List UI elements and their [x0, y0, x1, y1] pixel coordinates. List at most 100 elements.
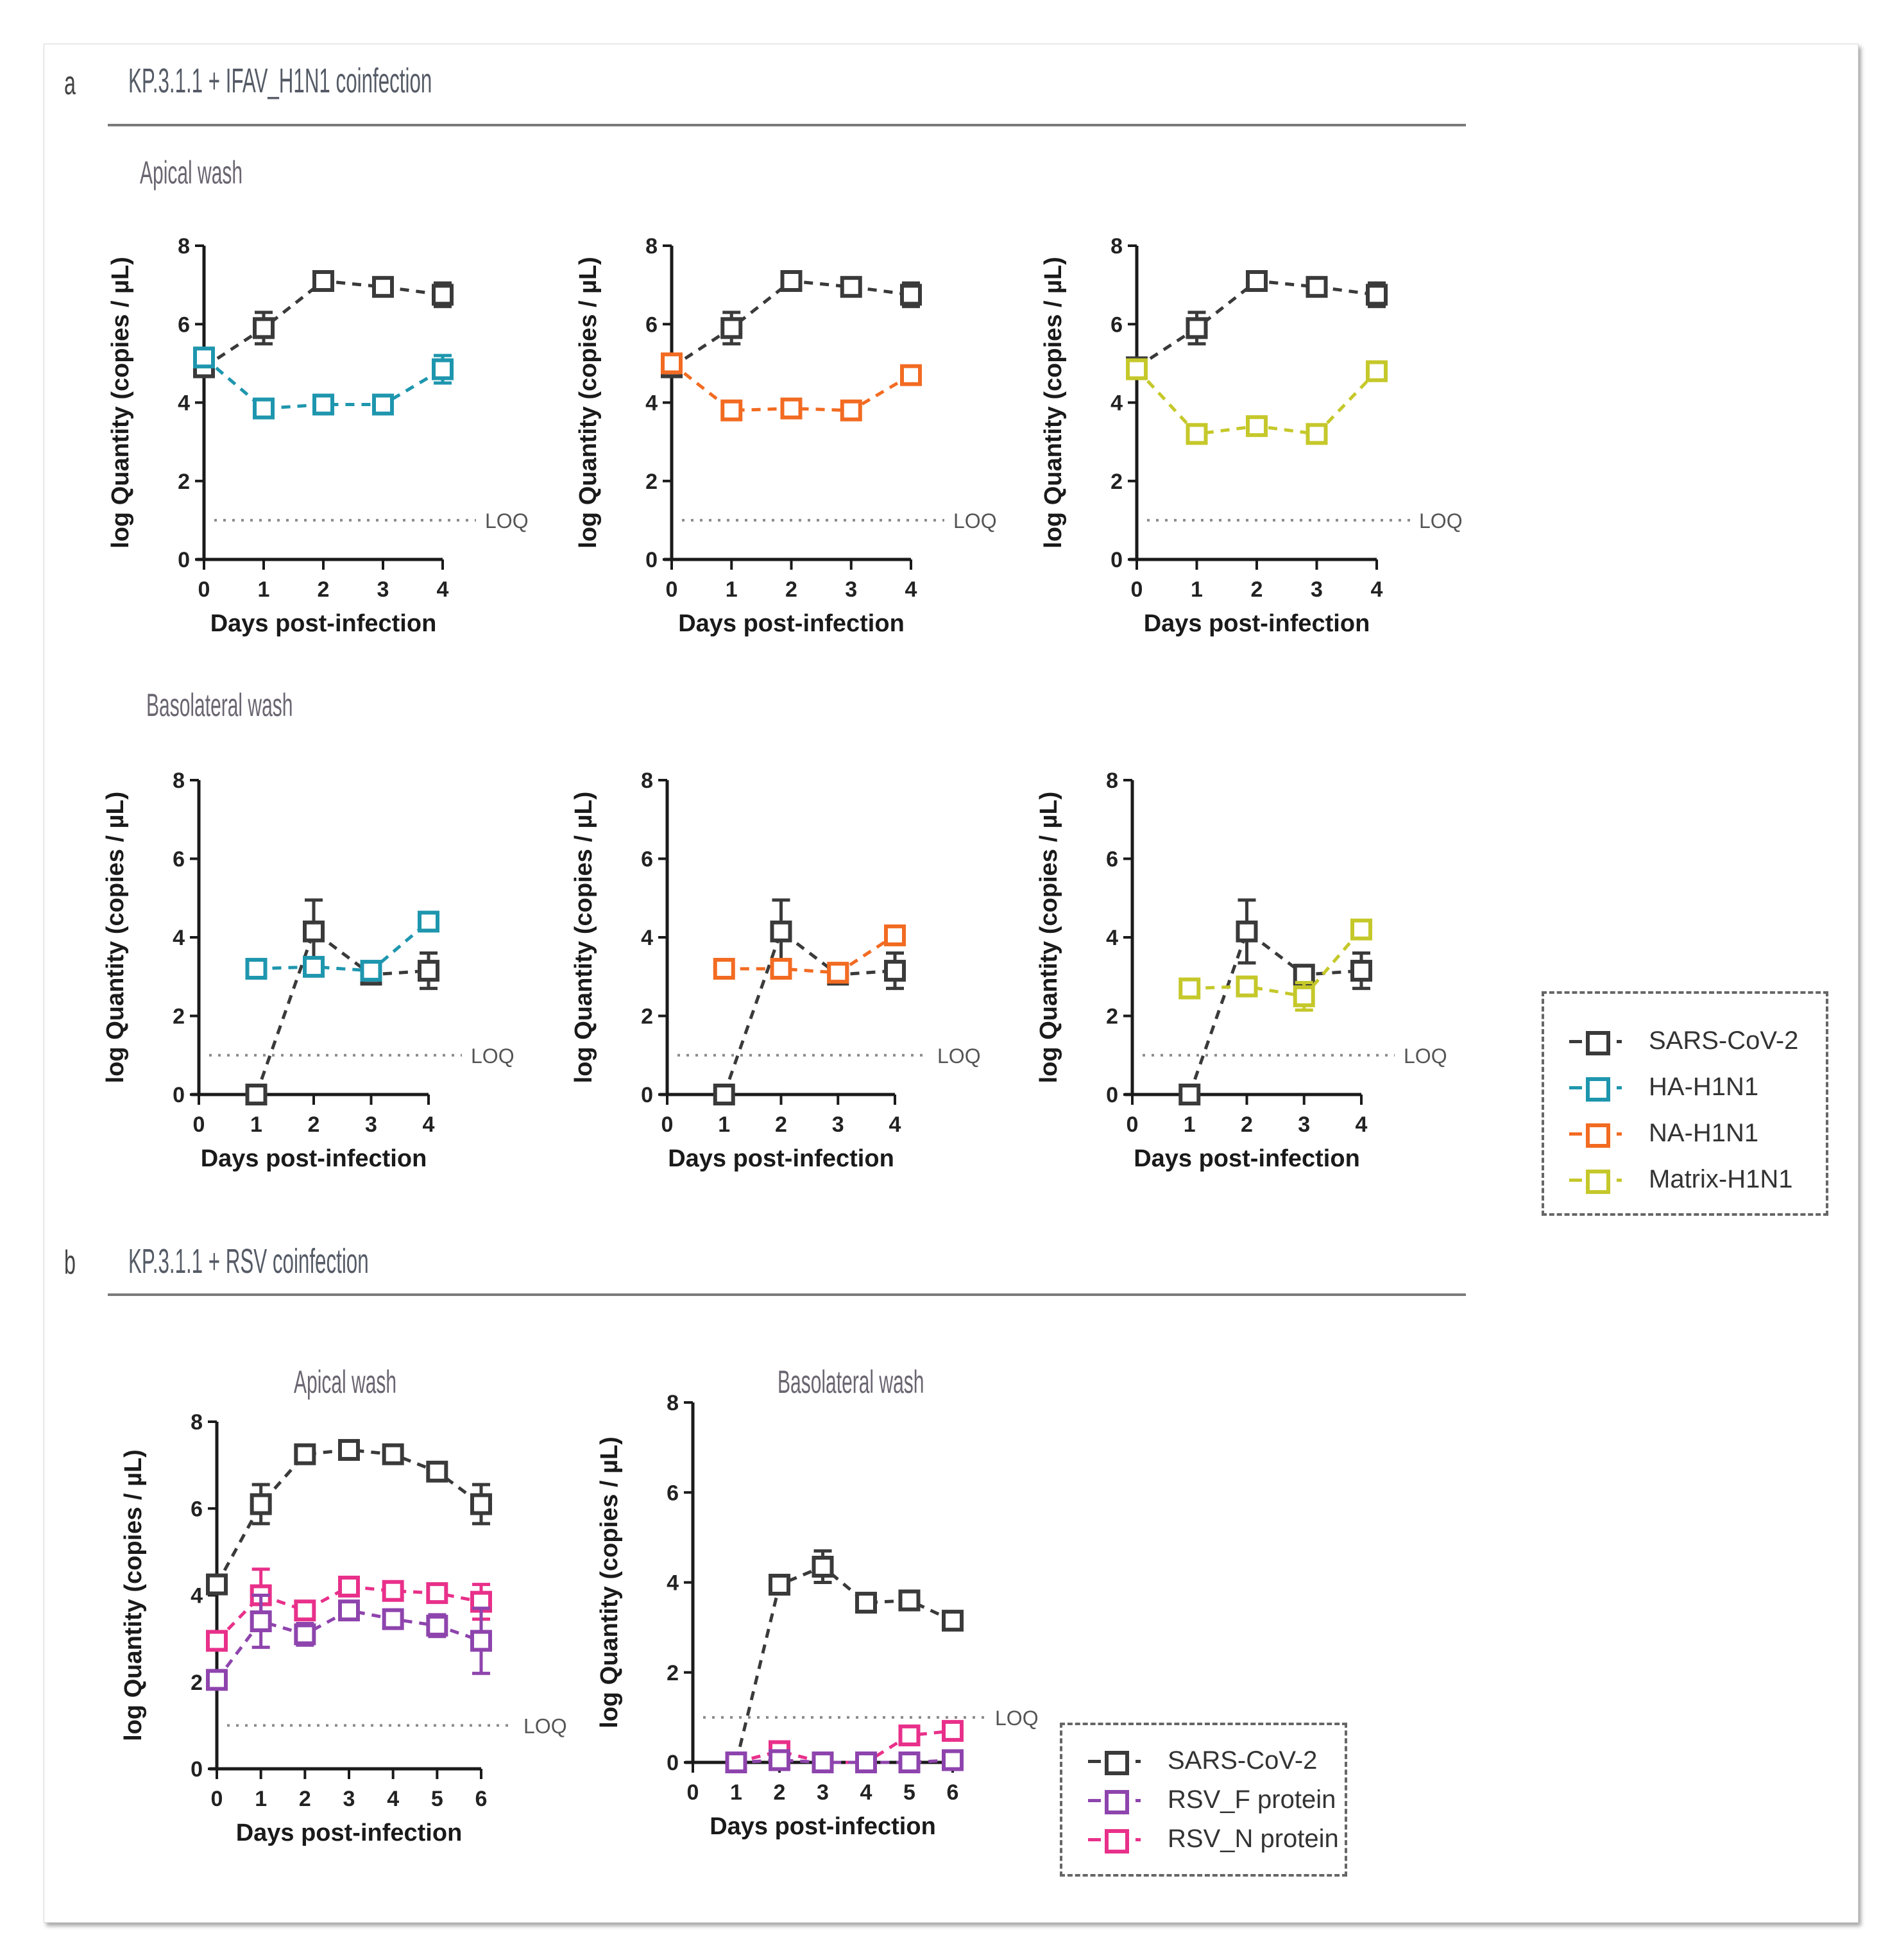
x-tick-label: 0 [687, 1780, 699, 1805]
x-tick-label: 1 [1184, 1112, 1196, 1137]
legend-marker-ha-icon [1565, 1075, 1627, 1102]
x-tick-label: 2 [1251, 577, 1263, 602]
x-tick-label: 1 [1191, 577, 1203, 602]
series-rsv_f [725, 1749, 964, 1773]
y-axis-label: log Quantity (copies / µL) [596, 1436, 623, 1728]
y-tick-label: 8 [645, 234, 658, 259]
data-point-na [720, 399, 743, 422]
x-tick-label: 5 [431, 1787, 443, 1811]
loq-label: LOQ [1419, 509, 1463, 533]
chart-b-apical: 0 2 4 6 8 0 1 2 3 4 5 6 Days post-infection log Quant… [120, 1410, 567, 1846]
series-rsv_f [206, 1594, 492, 1691]
x-tick-label: 1 [258, 577, 270, 602]
y-tick-label: 0 [667, 1751, 679, 1775]
data-point-sars [720, 317, 743, 339]
data-point-sars [372, 276, 394, 298]
panel-b-apical-label: Apical wash [294, 1364, 397, 1400]
data-point-ha [372, 393, 394, 416]
legend-a-item-matrix: Matrix-H1N1 [1565, 1165, 1792, 1194]
data-point-ha [432, 358, 454, 380]
legend-marker-rsv_n-icon [1084, 1827, 1146, 1853]
series-sars [245, 898, 439, 1105]
data-point-na [780, 397, 803, 420]
series-sars [206, 1438, 492, 1596]
x-tick-label: 0 [661, 1112, 674, 1137]
x-tick-label: 3 [817, 1780, 829, 1805]
y-tick-label: 4 [667, 1571, 679, 1596]
data-point-matrix [1186, 423, 1208, 445]
panel-a-letter: a [64, 65, 76, 102]
data-point-sars [1246, 270, 1268, 293]
y-tick-label: 0 [1110, 548, 1123, 572]
data-point-sars [1350, 960, 1372, 982]
series-sars [1178, 898, 1372, 1105]
y-tick-label: 6 [173, 848, 185, 872]
data-point-sars [470, 1493, 492, 1515]
series-na [713, 924, 906, 984]
x-tick-label: 3 [1311, 577, 1323, 602]
x-tick-label: 0 [666, 577, 678, 602]
data-point-na [770, 958, 792, 980]
legend-marker-matrix-icon [1565, 1167, 1627, 1194]
x-tick-label: 2 [774, 1780, 786, 1805]
x-axis-label: Days post-infection [236, 1819, 463, 1846]
data-point-sars [942, 1610, 964, 1632]
y-tick-label: 8 [641, 769, 653, 793]
data-point-ha [418, 910, 439, 933]
data-point-rsv_n [426, 1582, 448, 1605]
data-point-sars [769, 1574, 790, 1596]
y-tick-label: 4 [641, 926, 653, 950]
x-axis-label: Days post-infection [201, 1145, 427, 1172]
data-point-rsv_f [898, 1751, 921, 1773]
legend-b-item-rsv_n: RSV_N protein [1084, 1825, 1339, 1853]
x-tick-label: 3 [343, 1787, 355, 1811]
y-tick-label: 6 [641, 848, 653, 872]
x-tick-label: 2 [785, 577, 797, 602]
data-point-rsv_f [470, 1630, 492, 1652]
series-sars [725, 1549, 964, 1773]
series-line-na [724, 933, 896, 975]
y-tick-label: 6 [178, 312, 190, 337]
x-tick-label: 0 [211, 1787, 223, 1811]
x-tick-label: 2 [1241, 1112, 1253, 1137]
x-tick-label: 4 [423, 1112, 435, 1137]
y-axis-label: log Quantity (copies / µL) [570, 792, 597, 1084]
series-line-ha [203, 356, 444, 411]
data-point-sars [1306, 276, 1328, 298]
series-sars [713, 898, 906, 1105]
data-point-matrix [1246, 415, 1268, 438]
x-axis-label: Days post-infection [1134, 1145, 1360, 1172]
y-tick-label: 0 [645, 548, 658, 572]
panel-b-divider [108, 1293, 1466, 1296]
x-tick-label: 4 [1356, 1112, 1368, 1137]
series-matrix [1178, 918, 1372, 1012]
x-tick-label: 3 [845, 577, 857, 602]
x-tick-label: 1 [730, 1780, 742, 1805]
x-tick-label: 1 [250, 1112, 262, 1137]
x-tick-label: 3 [377, 577, 389, 602]
legend-panel-a [1542, 991, 1828, 1216]
x-tick-label: 4 [387, 1787, 399, 1811]
x-axis-label: Days post-infection [1144, 610, 1370, 637]
x-tick-label: 0 [198, 577, 210, 602]
data-point-sars [1236, 920, 1258, 942]
x-tick-label: 2 [299, 1787, 311, 1811]
data-point-rsv_f [250, 1610, 272, 1633]
panel-b-basolateral-label: Basolateral wash [778, 1364, 924, 1400]
data-point-rsv_n [338, 1575, 360, 1598]
x-tick-label: 0 [1131, 577, 1143, 602]
y-tick-label: 8 [1106, 769, 1118, 793]
y-axis-label: log Quantity (copies / µL) [1040, 257, 1067, 549]
data-point-sars [1366, 284, 1388, 306]
legend-marker-sars-icon [1084, 1748, 1146, 1775]
chart-b-basolateral: 0 2 4 6 8 0 1 2 3 4 5 6 Days post-infection log Quant… [596, 1391, 1039, 1840]
legend-marker-na-icon [1565, 1121, 1627, 1148]
series-ha [245, 910, 439, 982]
data-point-sars [426, 1460, 448, 1483]
y-tick-label: 2 [173, 1005, 185, 1029]
y-tick-label: 0 [178, 548, 190, 572]
series-line-sars [722, 928, 896, 1095]
x-tick-label: 6 [475, 1787, 488, 1811]
